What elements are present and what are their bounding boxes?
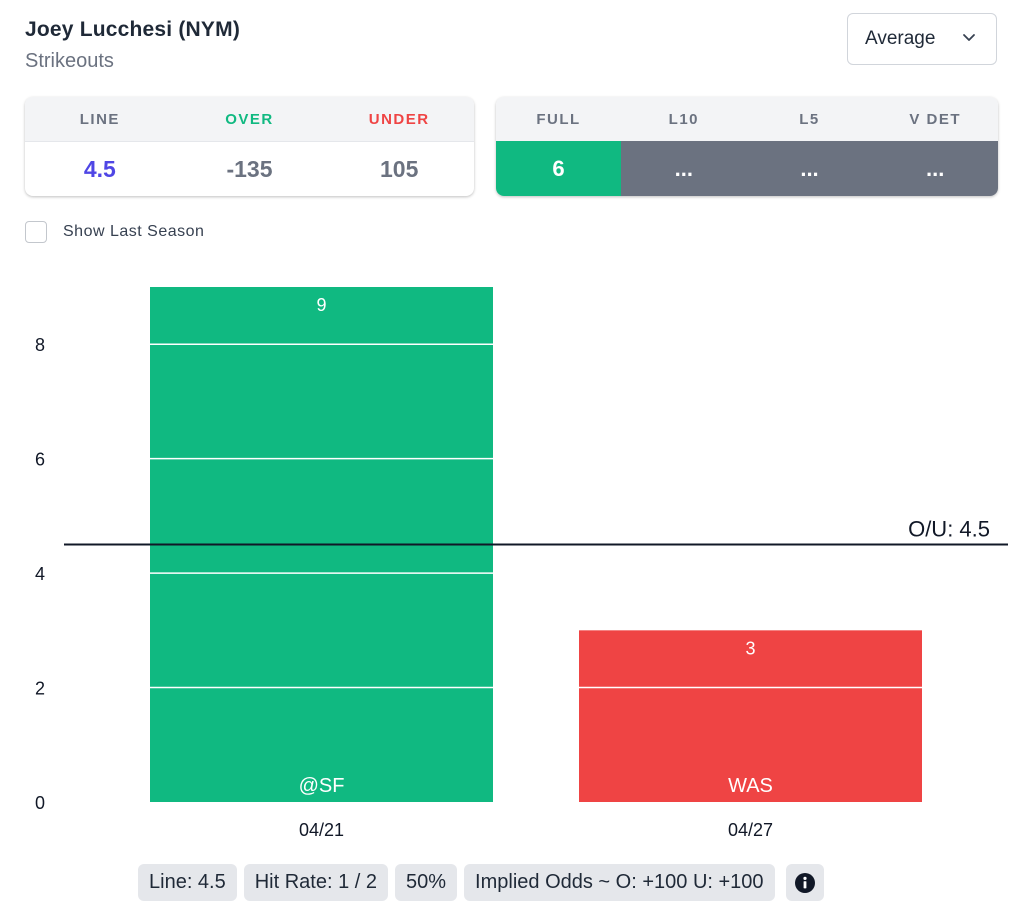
show-last-season-checkbox[interactable] [25,221,47,243]
bar-value-label: 3 [745,638,755,658]
y-tick-label: 4 [35,564,45,584]
info-button[interactable] [785,864,824,901]
bar-value-label: 9 [316,295,326,315]
split-header-vdet: V DET [909,110,962,128]
dropdown-value: Average [865,28,936,49]
y-tick-label: 6 [35,450,45,470]
split-l5[interactable]: ... [746,141,873,196]
split-full[interactable]: 6 [496,141,621,196]
x-tick-label: 04/21 [299,820,344,840]
y-tick-label: 8 [35,335,45,355]
split-header-l5: L5 [799,110,820,128]
show-last-season-label: Show Last Season [63,223,205,240]
split-l10[interactable]: ... [621,141,747,196]
line-value: 4.5 [83,155,116,182]
split-header-l10: L10 [668,110,700,128]
y-tick-label: 2 [35,679,45,699]
show-last-season-toggle[interactable]: Show Last Season [25,221,204,243]
average-dropdown[interactable]: Average [847,13,997,65]
info-icon [794,872,815,893]
under-header: UNDER [368,110,430,128]
line-header: LINE [79,110,120,128]
split-header-full: FULL [536,110,581,128]
ou-line-label: O/U: 4.5 [908,517,990,542]
split-vdet[interactable]: ... [872,141,998,196]
line-pill: Line: 4.5 [138,864,237,901]
summary-footer: Line: 4.5 Hit Rate: 1 / 2 50% Implied Od… [138,864,824,901]
strikeouts-bar-chart: 0 2 4 6 8 9 @SF 04/21 3 WAS 04/27 O/U: 4.5 [35,287,1008,840]
bar-opponent-label: WAS [728,775,773,797]
implied-odds-pill: Implied Odds ~ O: +100 U: +100 [464,864,775,901]
header: Joey Lucchesi (NYM) Strikeouts [25,18,240,73]
bar-opponent-label: @SF [299,775,345,797]
under-odds: 105 [379,155,419,182]
bar-04/27[interactable] [579,630,922,802]
hit-percent-pill: 50% [395,864,458,901]
y-tick-label: 0 [35,793,45,813]
over-header: OVER [225,110,274,128]
over-odds: -135 [226,155,273,182]
x-tick-label: 04/27 [728,820,773,840]
odds-card: LINE OVER UNDER 4.5 -135 105 [25,97,474,196]
hit-rate-pill: Hit Rate: 1 / 2 [243,864,389,901]
chevron-down-icon [963,34,975,41]
player-name: Joey Lucchesi (NYM) [25,18,241,41]
stat-name: Strikeouts [25,50,114,72]
splits-card: FULL L10 L5 V DET 6 ... ... ... [496,97,998,196]
